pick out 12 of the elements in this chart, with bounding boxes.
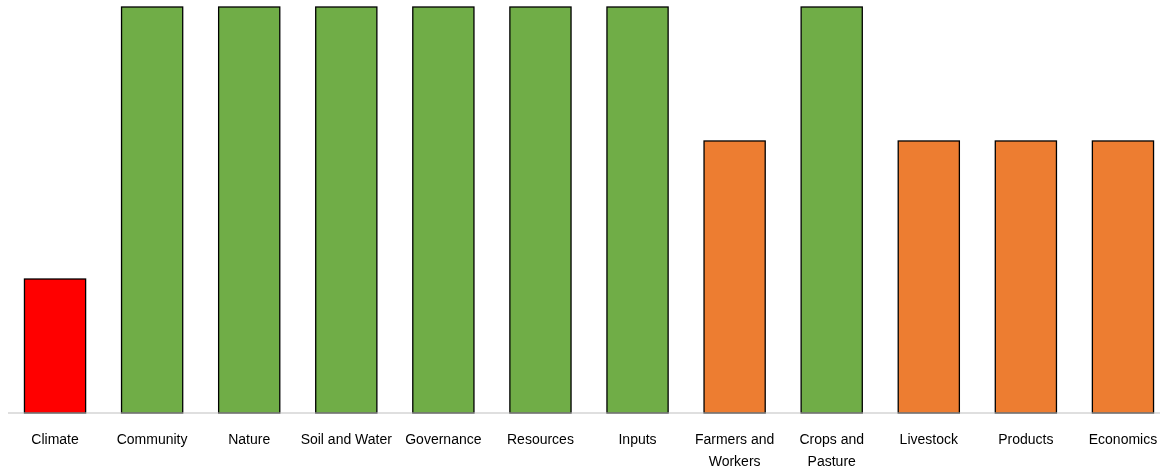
x-tick-label: Economics — [1088, 431, 1158, 447]
x-tick-label: Soil and Water — [300, 431, 393, 447]
x-tick-label: Community — [116, 431, 188, 447]
x-tick-label: Farmers and Workers — [694, 431, 775, 469]
x-tick-label: Livestock — [899, 431, 959, 447]
x-tick-label: Products — [998, 431, 1054, 447]
x-tick-label: Climate — [31, 431, 79, 447]
x-tick-label: Nature — [228, 431, 271, 447]
x-tick-label: Crops and Pasture — [799, 431, 865, 469]
x-tick-label: Resources — [507, 431, 574, 447]
x-tick-label: Inputs — [618, 431, 657, 447]
x-tick-label: Governance — [405, 431, 482, 447]
